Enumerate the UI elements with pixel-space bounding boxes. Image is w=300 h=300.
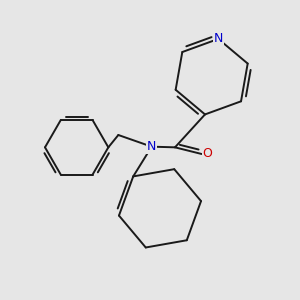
Text: N: N bbox=[214, 32, 223, 45]
Text: N: N bbox=[147, 140, 156, 153]
Text: O: O bbox=[203, 148, 213, 160]
